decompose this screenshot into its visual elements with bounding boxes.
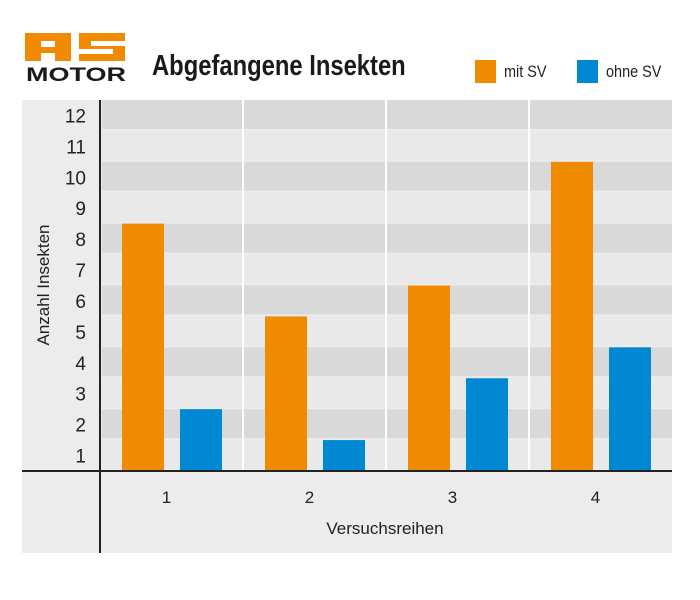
y-tick-label: 1 <box>75 447 86 468</box>
legend-item-ohne-sv: ohne SV <box>577 60 671 83</box>
y-axis-label: Anzahl Insekten <box>34 225 53 346</box>
grid-vline <box>242 100 244 471</box>
x-tick-label: 3 <box>448 488 457 507</box>
y-tick-label: 10 <box>65 168 86 189</box>
bar-ohne-sv <box>466 378 508 471</box>
bar-mit-sv <box>122 223 164 471</box>
as-motor-logo: MOTOR <box>25 33 126 83</box>
bar-ohne-sv <box>609 347 651 471</box>
y-tick-label: 12 <box>65 106 86 127</box>
y-tick-label: 5 <box>75 323 86 344</box>
grid-vline <box>528 100 530 471</box>
y-tick-label: 2 <box>75 416 86 437</box>
y-tick-label: 8 <box>75 230 86 251</box>
grid-vline <box>385 100 387 471</box>
svg-text:MOTOR: MOTOR <box>26 65 126 83</box>
bar-mit-sv <box>265 316 307 471</box>
x-tick-label: 1 <box>162 488 171 507</box>
y-tick-label: 6 <box>75 292 86 313</box>
legend-swatch <box>577 60 598 83</box>
bar-ohne-sv <box>323 440 365 471</box>
bar-ohne-sv <box>180 409 222 471</box>
y-tick-label: 4 <box>75 354 86 375</box>
bar-mit-sv <box>408 285 450 471</box>
y-tick-label: 7 <box>75 261 86 282</box>
legend-item-mit-sv: mit SV <box>475 60 554 83</box>
x-tick-label: 2 <box>305 488 314 507</box>
y-tick-label: 11 <box>66 137 86 158</box>
y-tick-label: 3 <box>75 385 86 406</box>
y-tick-label: 9 <box>75 199 86 220</box>
legend-label: mit SV <box>504 61 547 81</box>
chart-title: Abgefangene Insekten <box>152 50 406 82</box>
bar-mit-sv <box>551 161 593 472</box>
x-axis-label: Versuchsreihen <box>326 519 443 538</box>
x-tick-label: 4 <box>591 488 600 507</box>
legend-label: ohne SV <box>606 61 662 81</box>
legend-swatch <box>475 60 496 83</box>
